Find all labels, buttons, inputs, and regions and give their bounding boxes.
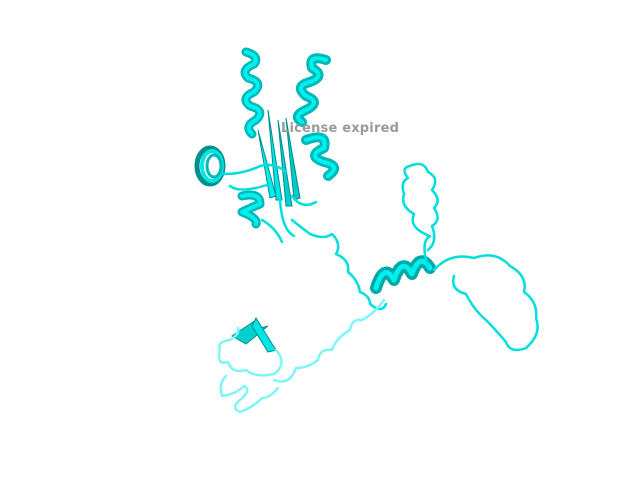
central-helix xyxy=(370,255,436,294)
lower-tail xyxy=(272,298,386,383)
linker-coil xyxy=(290,218,388,311)
beta-sheet-core xyxy=(257,109,301,207)
globular-domain xyxy=(194,47,339,244)
domain-loops xyxy=(222,163,318,244)
helix-bottom-left xyxy=(237,190,265,229)
helix-right-top xyxy=(292,53,331,127)
right-loop xyxy=(432,254,539,352)
upper-right-loop xyxy=(401,162,439,268)
small-beta-domain xyxy=(217,316,283,414)
helix-left-top xyxy=(240,47,265,139)
helix-left-coil xyxy=(194,145,226,187)
license-watermark: License expired xyxy=(281,121,400,136)
helix-right-mid xyxy=(301,132,339,181)
